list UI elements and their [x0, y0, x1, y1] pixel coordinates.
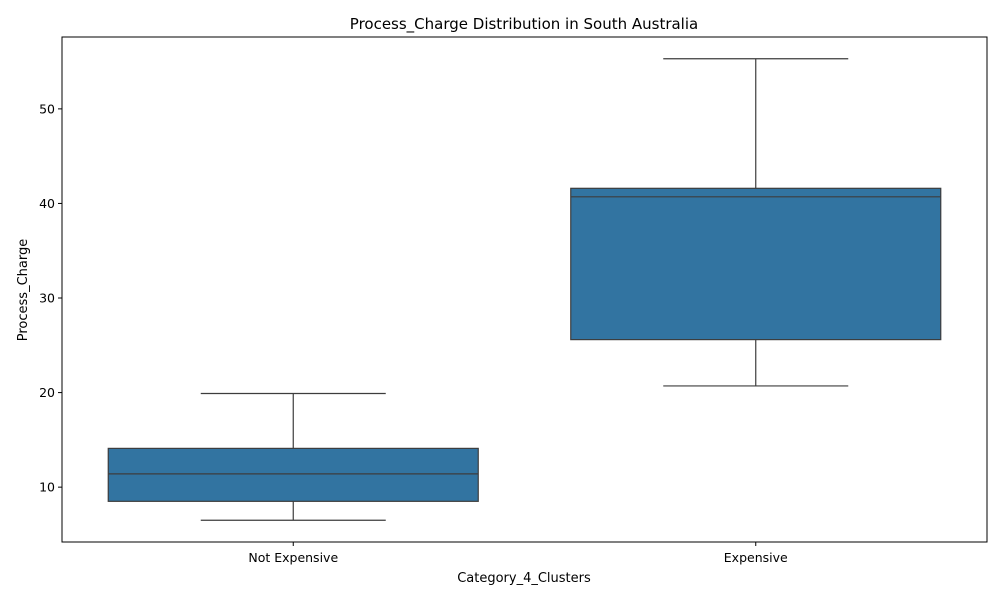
x-axis-label: Category_4_Clusters	[457, 571, 591, 586]
y-tick-label: 40	[39, 196, 55, 211]
box-expensive	[570, 187, 942, 341]
x-tick-label-not-expensive: Not Expensive	[248, 550, 338, 565]
plot-area-frame	[61, 36, 988, 543]
box-not-expensive	[107, 447, 479, 502]
y-tick-label: 20	[39, 385, 55, 400]
y-tick-label: 50	[39, 101, 55, 116]
y-tick-label: 30	[39, 291, 55, 306]
y-tick-label: 10	[39, 480, 55, 495]
chart-title: Process_Charge Distribution in South Aus…	[350, 15, 698, 34]
y-axis-label: Process_Charge	[16, 239, 31, 341]
x-tick-label-expensive: Expensive	[724, 550, 788, 565]
